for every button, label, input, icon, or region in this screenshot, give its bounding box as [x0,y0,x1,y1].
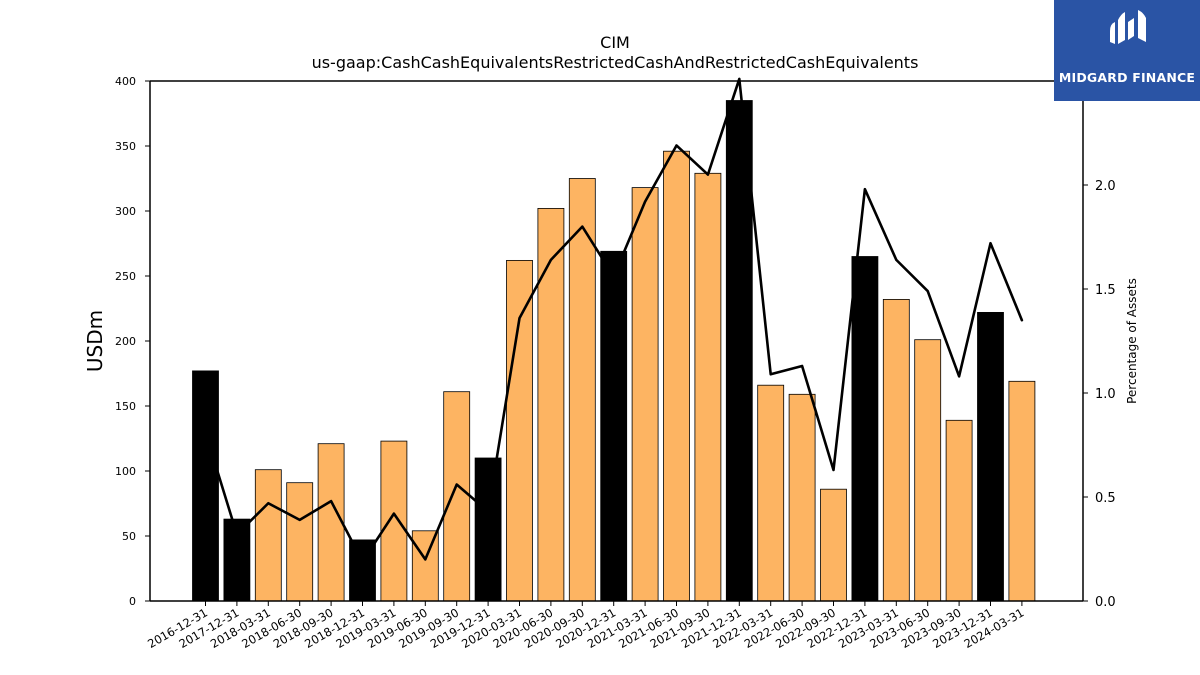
bar [411,530,439,602]
bar [286,482,314,602]
y-tick-label: 100 [115,465,136,478]
bar [443,391,471,602]
bar [317,443,345,602]
bar [757,384,785,602]
y-tick-label: 150 [115,400,136,413]
bar [820,488,847,602]
bar [725,100,753,602]
logo-text: MIDGARD FINANCE [1058,70,1196,85]
logo-mark-icon [1110,10,1146,44]
y2-tick-label: 2.0 [1095,179,1116,194]
bar [1008,380,1036,602]
y-tick-label: 0 [129,595,136,608]
bar [506,259,533,602]
y2-tick-label: 1.0 [1095,387,1116,402]
y-tick-label: 250 [115,270,136,283]
y-axis-label: USDm [83,310,107,372]
y2-axis-label: Percentage of Assets [1125,278,1139,404]
bar [474,457,502,602]
y-tick-label: 200 [115,335,136,348]
chart-subtitle: us-gaap:CashCashEquivalentsRestrictedCas… [311,53,919,72]
y-tick-label: 50 [122,530,136,543]
bar [568,178,596,602]
bar [788,393,816,602]
y2-tick-label: 0.5 [1095,491,1116,506]
bar [631,187,659,602]
bar [663,150,690,602]
bar [977,311,1004,602]
bar [914,339,942,602]
bar [851,256,879,602]
y2-tick-label: 1.5 [1095,283,1116,298]
bar [254,469,282,602]
bar [380,440,408,602]
y2-tick-label: 0.0 [1095,595,1116,610]
bar [882,298,910,602]
company-logo: MIDGARD FINANCE [1054,0,1200,101]
bar [945,419,973,602]
percentage-line [204,77,1024,563]
bar [192,370,219,602]
bar [600,250,628,602]
bar [694,172,722,602]
bar [537,207,565,602]
y-tick-label: 400 [115,75,136,88]
y-tick-label: 350 [115,140,136,153]
y-tick-label: 300 [115,205,136,218]
chart-title: CIM [600,33,630,52]
